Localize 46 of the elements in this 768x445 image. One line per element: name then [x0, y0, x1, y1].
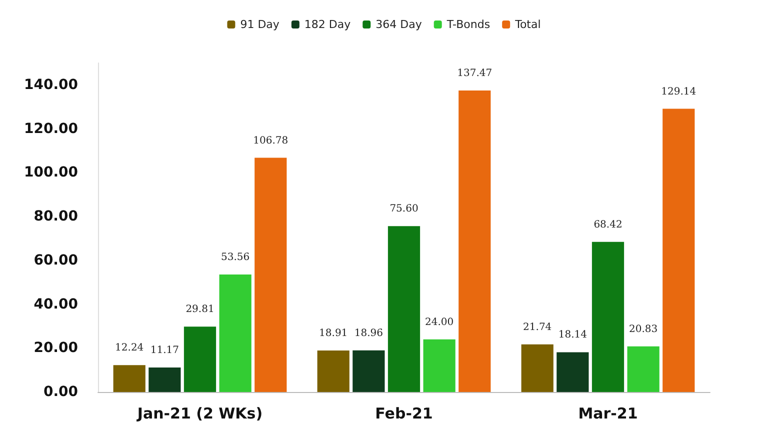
- y-tick-label: 100.00: [24, 164, 78, 181]
- x-tick-label: Feb-21: [375, 404, 433, 422]
- data-label: 18.91: [319, 328, 348, 340]
- bar: [254, 158, 287, 392]
- legend-label: 91 Day: [240, 18, 280, 31]
- bar: [219, 274, 252, 392]
- legend-label: Total: [514, 18, 541, 31]
- bar: [662, 108, 695, 392]
- data-label: 18.96: [354, 328, 383, 339]
- data-label: 53.56: [221, 252, 250, 264]
- bar: [592, 242, 624, 392]
- y-tick-label: 20.00: [34, 340, 78, 356]
- data-label: 29.81: [186, 304, 214, 316]
- y-tick-label: 40.00: [34, 296, 78, 312]
- y-tick-label: 120.00: [24, 120, 78, 137]
- x-tick-label: Mar-21: [578, 404, 638, 422]
- data-label: 106.78: [253, 135, 288, 146]
- legend-label: T-Bonds: [446, 18, 490, 31]
- y-tick-label: 140.00: [24, 76, 78, 93]
- bar: [352, 350, 385, 392]
- bar: [627, 346, 660, 392]
- data-label: 21.74: [523, 322, 552, 333]
- data-label: 12.24: [115, 342, 144, 354]
- y-tick-label: 60.00: [34, 252, 78, 268]
- data-label: 24.00: [425, 316, 454, 328]
- legend-label: 182 Day: [304, 18, 352, 31]
- bar: [184, 326, 216, 392]
- y-tick-label: 0.00: [43, 384, 78, 400]
- data-label: 18.14: [558, 330, 587, 341]
- data-label: 137.47: [457, 68, 492, 79]
- y-tick-label: 80.00: [34, 208, 78, 225]
- bar: [556, 352, 589, 392]
- bar: [458, 90, 491, 392]
- bar: [521, 344, 554, 392]
- legend-label: 364 Day: [376, 18, 422, 31]
- bar: [423, 339, 456, 392]
- data-label: 11.17: [150, 345, 179, 356]
- data-label: 129.14: [661, 86, 696, 98]
- bar: [388, 226, 420, 392]
- bar: [317, 350, 350, 392]
- data-label: 20.83: [629, 324, 658, 335]
- data-label: 68.42: [594, 219, 622, 230]
- data-label: 75.60: [390, 204, 418, 215]
- x-tick-label: Jan-21 (2 WKs): [136, 404, 263, 422]
- bar: [148, 368, 181, 392]
- bar: [113, 365, 146, 392]
